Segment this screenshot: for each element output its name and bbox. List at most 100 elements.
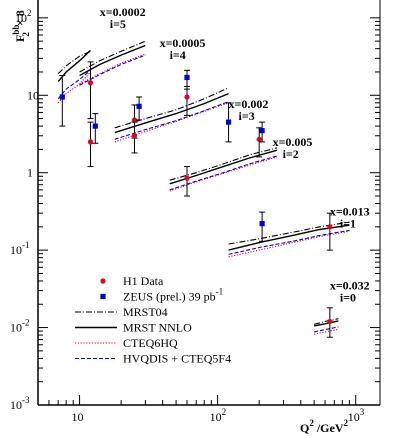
data-point-h1 — [327, 318, 333, 325]
curve-mrst-nnlo — [313, 320, 339, 327]
bin-i-label: i=2 — [283, 147, 299, 161]
y-axis-title-sup: bb — [11, 25, 21, 35]
legend-label: H1 Data — [123, 274, 164, 288]
data-points — [59, 61, 333, 338]
curve-cteq6hq — [313, 328, 339, 335]
x-axis-title-sup: 2 — [309, 418, 314, 428]
y-tick-label: 1 — [27, 166, 33, 180]
curve-cteq6hq — [228, 230, 350, 258]
y-tick-label-base: 10 — [15, 11, 27, 25]
y-tick-label: 10-1 — [10, 240, 30, 257]
bin-x-label: x=0.0002 — [100, 5, 146, 19]
y-tick-label-exp: -2 — [22, 318, 30, 328]
y-tick-label-base: 10 — [10, 243, 22, 257]
bin-i-label: i=0 — [340, 291, 356, 305]
bin-x-label: x=0.002 — [229, 97, 269, 111]
x-tick-label: 102 — [210, 407, 227, 424]
bin-x-label: x=0.005 — [273, 135, 313, 149]
data-point-h1 — [184, 175, 190, 181]
curve-mrst04 — [169, 147, 278, 181]
curve-mrst-nnlo — [79, 44, 146, 77]
data-point-zeus — [259, 127, 265, 134]
y-tick-label-base: 10 — [27, 88, 39, 102]
curve-cteq6hq — [114, 102, 229, 143]
legend-label-text: MRST04 — [123, 305, 168, 319]
legend-label: MRST NNLO — [123, 321, 192, 335]
x-tick-label-base: 10 — [72, 410, 84, 424]
curve-mrst04 — [114, 87, 229, 129]
data-point-h1 — [184, 94, 190, 100]
legend-label-text: ZEUS (prel.) 39 pb — [123, 290, 216, 304]
legend-label-text: CTEQ6HQ — [123, 336, 178, 350]
curve-mrst-nnlo — [114, 92, 229, 134]
x-axis-title: Q2 /GeV2 — [300, 418, 349, 435]
data-point-zeus — [184, 74, 190, 81]
y-axis-title-rest: × 8 — [13, 10, 27, 26]
curve-hvqdis-cteq5f4 — [313, 326, 339, 333]
x-tick-label-exp: 3 — [360, 407, 365, 417]
data-point-zeus — [59, 94, 65, 100]
x-axis-title-rest: /GeV — [314, 421, 344, 435]
legend-marker-circle — [100, 278, 106, 284]
y-tick-label: 102 — [15, 8, 32, 25]
data-point-h1 — [131, 133, 138, 139]
data-point-h1 — [256, 136, 262, 142]
data-point-h1 — [87, 80, 94, 86]
legend-label: ZEUS (prel.) 39 pb-1 — [123, 287, 223, 304]
data-point-h1 — [131, 117, 138, 123]
data-point-zeus — [225, 119, 232, 125]
legend-label-text: MRST NNLO — [123, 321, 192, 335]
curve-mrst04 — [57, 50, 91, 75]
bin-annotations: x=0.0002i=5x=0.0005i=4x=0.002i=3x=0.005i… — [100, 5, 370, 304]
y-tick-label: 10 — [27, 88, 39, 102]
bin-x-label: x=0.032 — [330, 279, 370, 293]
y-tick-label-exp: 2 — [27, 8, 32, 18]
bin-i-label: i=4 — [170, 48, 186, 62]
data-point-h1 — [87, 139, 94, 145]
y-axis-title: Fbb2× 8 — [11, 10, 31, 42]
bin-x-label: x=0.0005 — [160, 36, 206, 50]
legend-label: CTEQ6HQ — [123, 336, 178, 350]
curve-hvqdis-cteq5f4 — [169, 155, 278, 191]
curve-mrst04 — [313, 318, 339, 325]
legend-label-text: HVQDIS + CTEQ5F4 — [123, 352, 231, 366]
y-tick-label-base: 10 — [10, 398, 22, 412]
x-tick-label-base: 10 — [210, 410, 222, 424]
bin-x-label: x=0.013 — [330, 205, 370, 219]
plot-frame — [37, 0, 381, 406]
x-tick-label-exp: 2 — [222, 407, 227, 417]
x-tick-label-base: 10 — [348, 410, 360, 424]
data-point-zeus — [259, 221, 265, 227]
y-tick-label-base: 10 — [10, 321, 22, 335]
data-point-zeus — [136, 103, 142, 109]
y-tick-label: 10-3 — [10, 395, 30, 412]
curve-mrst04 — [79, 40, 146, 73]
x-axis-title-sup2: 2 — [344, 418, 349, 428]
curve-cteq6hq — [79, 53, 146, 85]
legend-label-text: H1 Data — [123, 274, 164, 288]
x-tick-label: 10 — [72, 410, 84, 424]
legend-label: MRST04 — [123, 305, 168, 319]
y-tick-label-base: 1 — [27, 166, 33, 180]
data-point-zeus — [92, 123, 98, 129]
curve-cteq6hq — [169, 156, 278, 192]
legend-label-sup: -1 — [216, 287, 224, 297]
y-tick-label: 10-2 — [10, 318, 30, 335]
bin-i-label: i=3 — [239, 109, 255, 123]
y-axis-title-main: F — [13, 35, 27, 42]
bin-i-label: i=5 — [110, 17, 126, 31]
legend-marker-square — [100, 293, 106, 300]
curve-hvqdis-cteq5f4 — [228, 229, 350, 255]
x-tick-label: 103 — [348, 407, 365, 424]
curve-mrst-nnlo — [57, 49, 91, 83]
y-tick-label-exp: -1 — [22, 240, 30, 250]
data-point-h1 — [327, 224, 333, 230]
y-tick-label-exp: -3 — [22, 395, 30, 405]
x-axis-title-main: Q — [300, 421, 309, 435]
legend-label: HVQDIS + CTEQ5F4 — [123, 352, 231, 366]
curve-hvqdis-cteq5f4 — [114, 100, 229, 140]
y-axis-title-sub: 2 — [21, 32, 31, 37]
